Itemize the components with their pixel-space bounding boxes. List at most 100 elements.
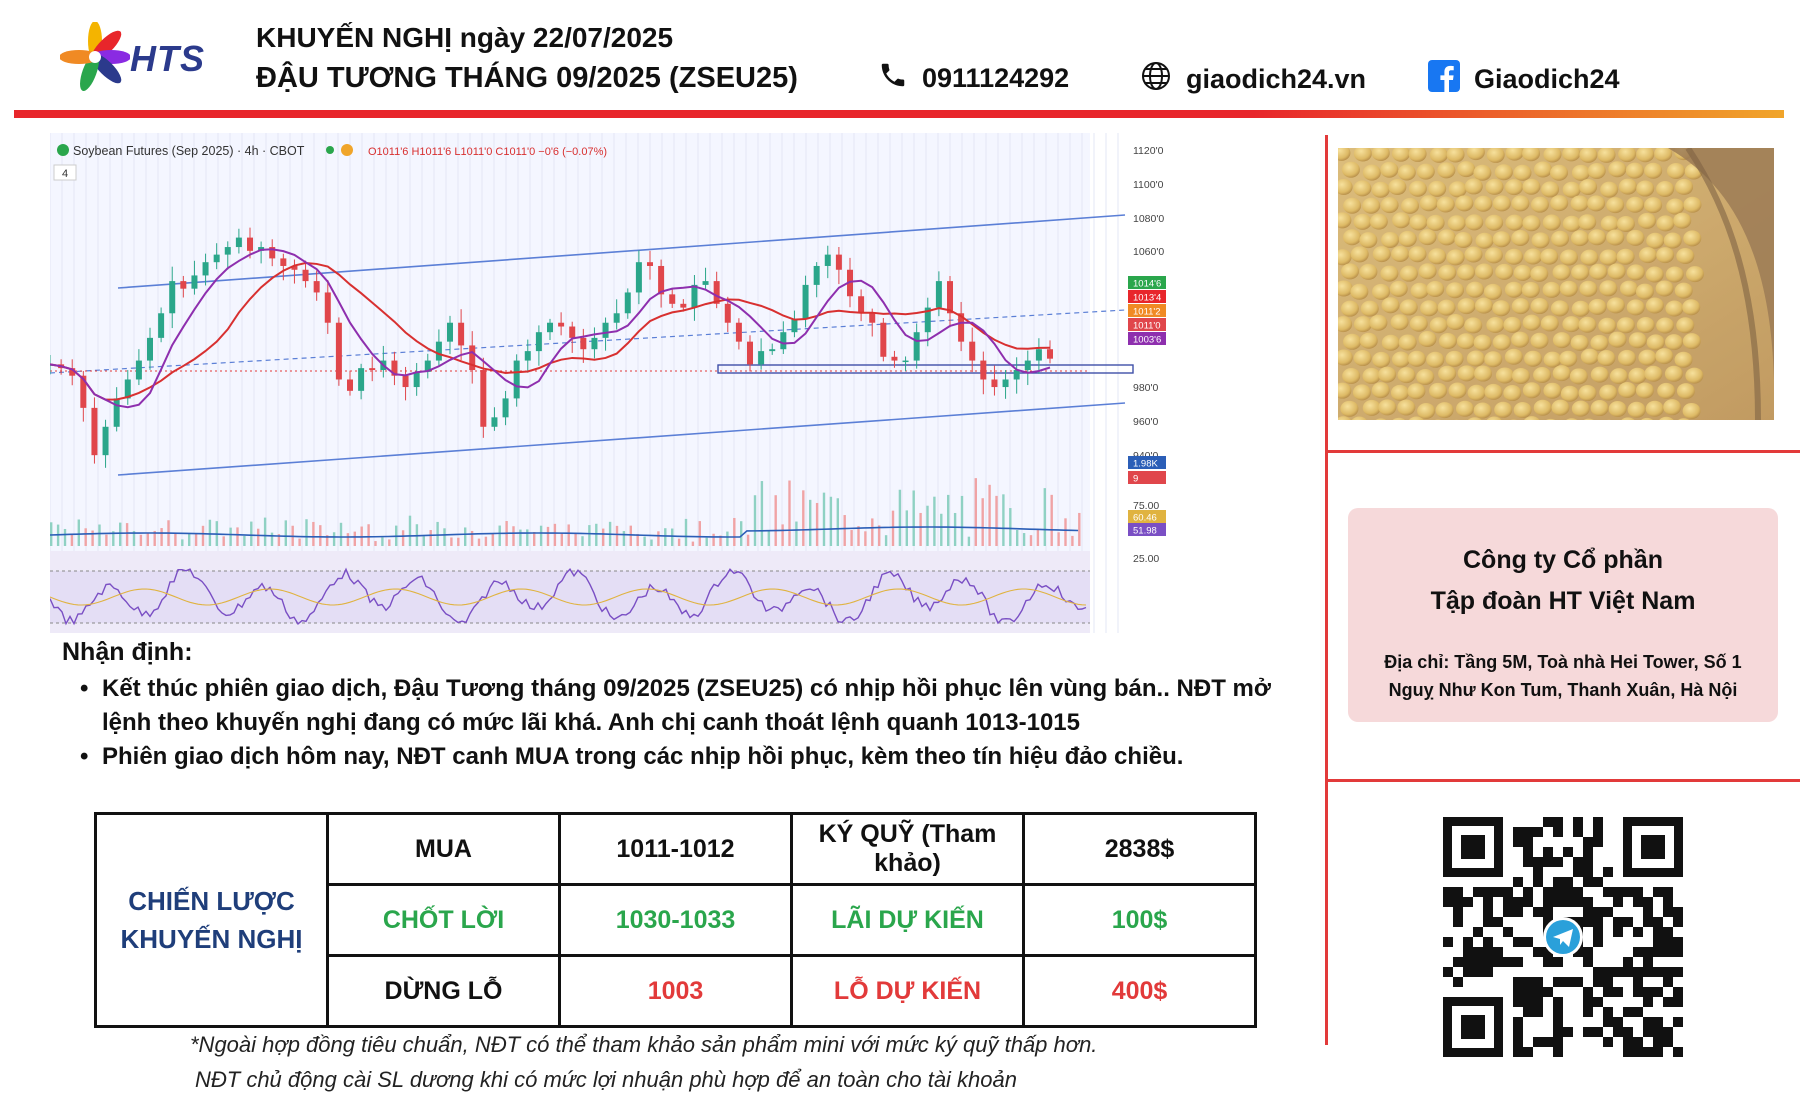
- candle: [847, 269, 853, 297]
- volume-bar: [194, 532, 198, 546]
- candle: [580, 337, 587, 350]
- volume-bar: [1036, 529, 1040, 546]
- volume-bar: [588, 525, 591, 546]
- volume-bar: [91, 530, 94, 546]
- candle: [280, 258, 287, 266]
- candle: [147, 337, 153, 361]
- volume-bar: [374, 541, 377, 546]
- volume-bar: [546, 526, 550, 546]
- volume-bar: [822, 492, 826, 546]
- candle: [791, 318, 798, 333]
- right-divider-1: [1325, 450, 1800, 453]
- volume-bar: [1022, 533, 1026, 546]
- volume-bar: [767, 530, 770, 546]
- candle: [102, 426, 109, 456]
- price-tick-label: 1060'0: [1133, 246, 1164, 258]
- volume-bar: [643, 536, 646, 546]
- price-axis: 1120'01100'01080'01060'01040'0980'0960'0…: [1133, 145, 1164, 565]
- candle: [635, 262, 642, 293]
- volume-bar: [457, 537, 460, 546]
- volume-bar: [250, 521, 253, 546]
- logo-text: HTS: [130, 38, 205, 79]
- volume-bar: [602, 528, 605, 546]
- candle: [335, 322, 342, 380]
- volume-bar: [98, 524, 101, 546]
- volume-bar: [919, 512, 922, 546]
- volume-ma-line: [49, 526, 1079, 538]
- candle: [413, 371, 420, 388]
- analysis-title: Nhận định:: [62, 638, 193, 666]
- candle: [758, 351, 765, 365]
- volume-bar: [381, 537, 384, 546]
- volume-bar: [953, 512, 957, 546]
- volume-bar: [829, 496, 833, 546]
- candle: [502, 398, 509, 418]
- candle: [724, 303, 731, 323]
- volume-bar: [188, 532, 191, 546]
- volume-bar: [270, 532, 274, 546]
- volume-bar: [871, 518, 874, 546]
- price-tick-label: 980'0: [1133, 382, 1159, 394]
- volume-bar: [753, 495, 757, 546]
- volume-bar: [795, 521, 798, 546]
- page-title: KHUYẾN NGHỊ ngày 22/07/2025: [256, 22, 674, 53]
- volume-bar: [332, 532, 336, 546]
- candle: [624, 292, 631, 314]
- margin-label: KÝ QUỸ (Tham khảo): [790, 812, 1025, 886]
- candle: [213, 254, 220, 263]
- volume-bar: [436, 521, 439, 546]
- strategy-table: CHIẾN LƯỢC KHUYẾN NGHỊ MUA 1011-1012 KÝ …: [94, 812, 1257, 1028]
- volume-bar: [160, 528, 163, 546]
- price-badge: 1014'6: [1133, 279, 1161, 290]
- candle: [713, 281, 720, 304]
- candle: [535, 332, 542, 352]
- candle: [269, 247, 276, 259]
- expected-loss-label: LỖ DỰ KIẾN: [790, 954, 1025, 1028]
- candle: [424, 360, 431, 372]
- stop-loss-value: 1003: [558, 954, 793, 1028]
- analysis-bullet-text: Phiên giao dịch hôm nay, NĐT canh MUA tr…: [102, 743, 1184, 770]
- candle: [669, 294, 676, 304]
- contact-phone[interactable]: 0911124292: [878, 60, 1069, 97]
- candle: [702, 281, 709, 285]
- volume-bar: [712, 533, 715, 546]
- candle: [369, 368, 376, 371]
- contact-website[interactable]: giaodich24.vn: [1140, 60, 1366, 99]
- contact-facebook[interactable]: Giaodich24: [1428, 60, 1620, 99]
- candle: [935, 281, 942, 308]
- volume-bar: [933, 496, 936, 546]
- price-tick-label: 960'0: [1133, 416, 1159, 428]
- volume-bar: [388, 539, 391, 546]
- candle: [91, 407, 98, 456]
- volume-bar: [774, 495, 777, 546]
- volume-badge: 1.98K: [1133, 459, 1158, 470]
- ma-purple-line: [49, 248, 1051, 409]
- page-subtitle: ĐẬU TƯƠNG THÁNG 09/2025 (ZSEU25): [256, 62, 798, 94]
- rsi-tick-label: 75.00: [1133, 500, 1159, 512]
- volume-bar: [926, 505, 929, 546]
- volume-bar: [905, 510, 908, 546]
- volume-bar: [726, 531, 729, 546]
- channel-upper-line: [117, 214, 1126, 289]
- volume-bar: [50, 522, 53, 546]
- candle: [558, 322, 565, 327]
- candle: [902, 360, 909, 363]
- candle: [947, 281, 953, 314]
- rsi-badge: 51.98: [1133, 526, 1157, 537]
- footer-note-2: NĐT chủ động cài SL dương khi có mức lợi…: [195, 1067, 1017, 1092]
- candle: [113, 398, 120, 427]
- volume-bar: [864, 531, 867, 546]
- candle: [124, 379, 131, 399]
- candle: [980, 360, 987, 380]
- price-labels: 1014'6 1013'4 1011'2 1011'0 1003'6 1.98K 9 60.4…: [1128, 276, 1166, 537]
- candle: [769, 349, 776, 352]
- volume-bar: [305, 519, 308, 546]
- price-tick-label: 1080'0: [1133, 213, 1164, 225]
- volume-bar: [319, 525, 322, 546]
- volume-bar: [236, 527, 239, 546]
- candle: [402, 375, 409, 388]
- telegram-qr-code[interactable]: [1443, 817, 1683, 1057]
- candle: [235, 237, 242, 248]
- volume-bar: [464, 527, 467, 546]
- rsi-line: [49, 567, 1087, 626]
